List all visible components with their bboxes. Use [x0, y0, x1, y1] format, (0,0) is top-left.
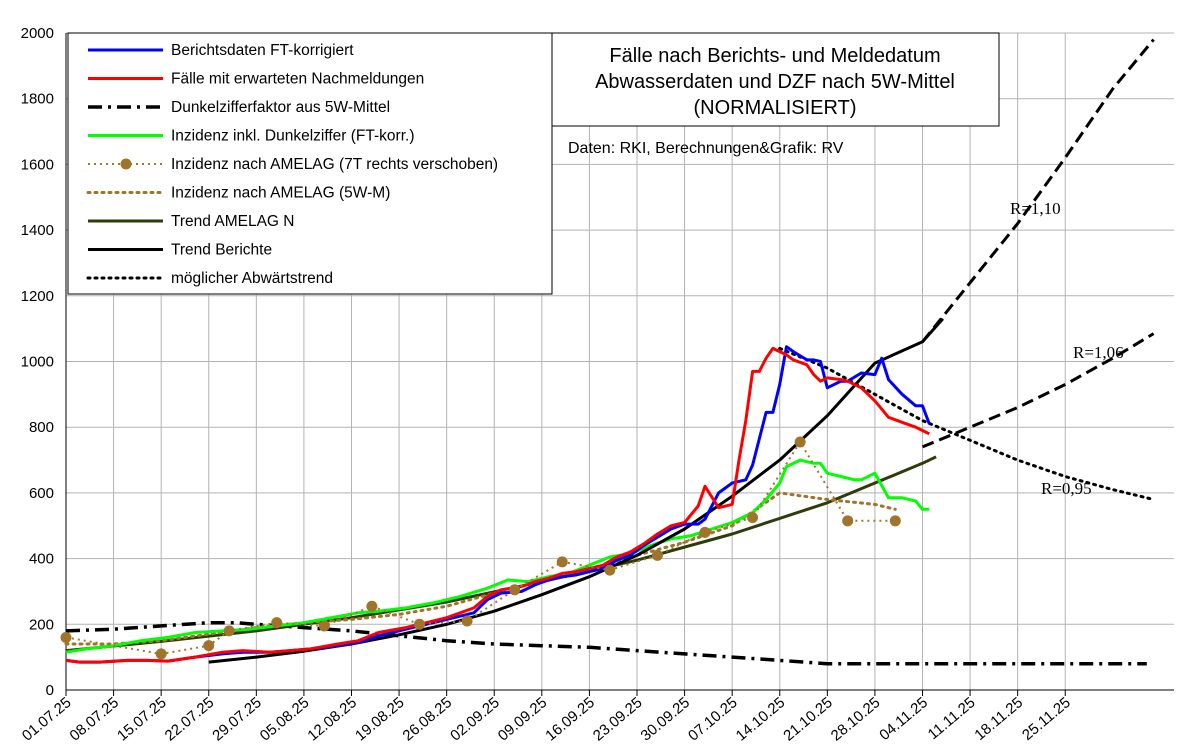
- amelag-point: [271, 617, 283, 629]
- x-tick-label: 16.09.25: [542, 694, 598, 745]
- y-tick-label: 1200: [21, 288, 54, 305]
- x-tick-label: 05.08.25: [257, 694, 313, 745]
- series-line-amelag-shifted: [65, 441, 896, 655]
- amelag-point: [842, 515, 854, 527]
- source-note: Daten: RKI, Berechnungen&Grafik: RV: [568, 140, 844, 157]
- series-line-r-1-06: [921, 332, 1155, 449]
- amelag-point: [699, 526, 711, 538]
- amelag-point: [366, 600, 378, 612]
- amelag-point: [60, 631, 72, 643]
- legend-marker: [120, 158, 132, 170]
- y-tick-labels: 0 200 400 600 800 1000 1200 1400 1600 1800 2000: [21, 25, 54, 699]
- y-tick-label: 0: [46, 682, 54, 699]
- y-tick-label: 200: [29, 616, 54, 633]
- x-tick-labels: 01.07.2508.07.2515.07.2522.07.2529.07.25…: [19, 694, 1074, 745]
- amelag-point: [604, 564, 616, 576]
- amelag-point: [556, 556, 568, 568]
- y-tick-label: 1400: [21, 222, 54, 239]
- amelag-point: [461, 615, 473, 627]
- y-tick-label: 400: [29, 551, 54, 568]
- x-tick-label: 22.07.25: [162, 694, 218, 745]
- legend: Berichtsdaten FT-korrigiert Fälle mit erw…: [67, 32, 553, 295]
- x-tick-label: 02.09.25: [447, 694, 503, 745]
- legend-label: Inzidenz nach AMELAG (5W-M): [171, 185, 390, 202]
- y-tick-label: 1800: [21, 91, 54, 108]
- y-tick-label: 600: [29, 485, 54, 502]
- legend-label: Trend AMELAG N: [171, 213, 294, 230]
- legend-label: Inzidenz nach AMELAG (7T rechts verschob…: [171, 156, 498, 173]
- x-tick-label: 30.09.25: [637, 694, 693, 745]
- amelag-point: [509, 584, 521, 596]
- series-line-f-lle-mit-erwarteten-nachmeldungen: [65, 346, 930, 664]
- x-tick-label: 18.11.25: [971, 694, 1026, 744]
- amelag-point: [651, 549, 663, 561]
- legend-label: möglicher Abwärtstrend: [171, 270, 333, 287]
- y-tick-label: 2000: [21, 25, 54, 42]
- y-tick-label: 1000: [21, 354, 54, 371]
- legend-label: Inzidenz inkl. Dunkelziffer (FT-korr.): [171, 128, 414, 145]
- series-layer: [60, 38, 1156, 666]
- series-line-m-glicher-abw-rtstrend: [778, 346, 1156, 501]
- legend-label: Trend Berichte: [171, 242, 272, 259]
- x-tick-label: 04.11.25: [876, 694, 931, 744]
- x-tick-label: 12.08.25: [304, 694, 360, 745]
- legend-label: Berichtsdaten FT-korrigiert: [171, 42, 354, 59]
- x-tick-label: 19.08.25: [352, 694, 408, 745]
- x-tick-label: 15.07.25: [114, 694, 170, 745]
- amelag-point: [794, 436, 806, 448]
- annotation-r-110: R=1,10: [1010, 199, 1061, 218]
- series-line-dunkelzifferfaktor-aus-5w-mittel: [65, 620, 1147, 666]
- x-tick-label: 23.09.25: [590, 694, 646, 745]
- annotation-r-106: R=1,06: [1073, 343, 1124, 362]
- x-tick-label: 01.07.25: [19, 694, 75, 745]
- x-tick-label: 09.09.25: [495, 694, 551, 745]
- x-tick-label: 25.11.25: [1019, 694, 1074, 744]
- chart-title-line-2: Abwasserdaten und DZF nach 5W-Mittel: [595, 71, 955, 93]
- chart-title-line-3: (NORMALISIERT): [694, 97, 857, 119]
- x-tick-label: 28.10.25: [828, 694, 884, 745]
- series-line-inzidenz-nach-amelag-5w-m: [64, 491, 897, 646]
- chart-title-line-1: Fälle nach Berichts- und Meldedatum: [609, 45, 940, 67]
- x-tick-label: 08.07.25: [66, 694, 122, 745]
- title-box: Fälle nach Berichts- und Meldedatum Abwa…: [551, 32, 1000, 127]
- legend-label: Fälle mit erwarteten Nachmeldungen: [171, 71, 424, 88]
- amelag-point: [889, 515, 901, 527]
- amelag-point: [203, 640, 215, 652]
- amelag-point: [318, 620, 330, 632]
- x-tick-label: 07.10.25: [685, 694, 741, 745]
- annotation-r-095: R=0,95: [1041, 479, 1092, 498]
- y-tick-label: 800: [29, 419, 54, 436]
- x-tick-label: 29.07.25: [209, 694, 265, 745]
- amelag-point: [155, 648, 167, 660]
- series-line-r-1-10: [921, 38, 1155, 343]
- axes: [65, 33, 1174, 691]
- x-tick-label: 21.10.25: [780, 694, 836, 745]
- x-tick-label: 14.10.25: [733, 694, 789, 745]
- amelag-point: [747, 512, 759, 524]
- x-tick-label: 26.08.25: [400, 694, 456, 745]
- amelag-point: [413, 618, 425, 630]
- amelag-point: [223, 625, 235, 637]
- series-line-berichtsdaten-ft-korrigiert: [65, 345, 931, 664]
- series-line-trend-amelag-n: [65, 455, 937, 653]
- legend-label: Dunkelzifferfaktor aus 5W-Mittel: [171, 99, 390, 116]
- y-tick-label: 1600: [21, 156, 54, 173]
- x-tick-label: 11.11.25: [925, 694, 979, 743]
